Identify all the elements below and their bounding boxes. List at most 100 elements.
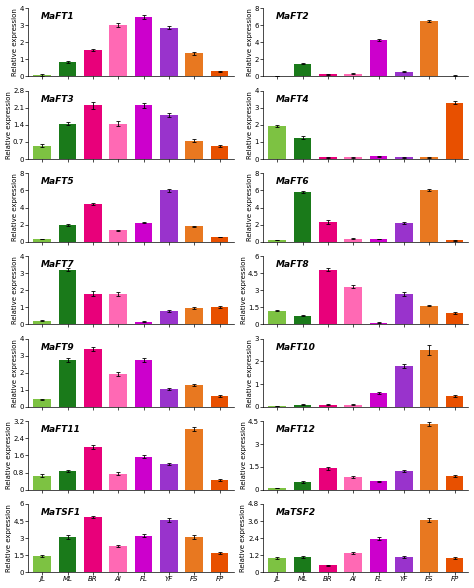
Text: MaFT9: MaFT9 bbox=[41, 343, 74, 352]
Bar bbox=[84, 349, 102, 407]
Bar bbox=[294, 405, 311, 407]
Bar bbox=[135, 360, 153, 407]
Bar bbox=[160, 310, 178, 325]
Text: MaFT4: MaFT4 bbox=[275, 95, 309, 104]
Bar bbox=[135, 456, 153, 490]
Bar bbox=[34, 239, 51, 242]
Text: MaFT10: MaFT10 bbox=[275, 343, 316, 352]
Y-axis label: Relative expression: Relative expression bbox=[12, 173, 18, 242]
Bar bbox=[84, 293, 102, 325]
Text: MaTSF1: MaTSF1 bbox=[41, 508, 81, 517]
Bar bbox=[268, 240, 286, 242]
Bar bbox=[185, 141, 203, 159]
Y-axis label: Relative expression: Relative expression bbox=[6, 504, 12, 572]
Bar bbox=[211, 146, 228, 159]
Y-axis label: Relative expression: Relative expression bbox=[241, 256, 246, 324]
Bar bbox=[34, 75, 51, 76]
Y-axis label: Relative expression: Relative expression bbox=[247, 91, 253, 159]
Bar bbox=[211, 396, 228, 407]
Bar bbox=[420, 306, 438, 325]
Bar bbox=[185, 429, 203, 490]
Bar bbox=[109, 25, 127, 76]
Bar bbox=[395, 366, 413, 407]
Bar bbox=[344, 477, 362, 490]
Bar bbox=[294, 138, 311, 159]
Bar bbox=[211, 308, 228, 325]
Bar bbox=[420, 21, 438, 76]
Bar bbox=[319, 270, 337, 325]
Y-axis label: Relative expression: Relative expression bbox=[247, 173, 253, 242]
Bar bbox=[420, 520, 438, 572]
Bar bbox=[370, 323, 387, 325]
Bar bbox=[211, 71, 228, 76]
Bar bbox=[185, 537, 203, 572]
Bar bbox=[185, 385, 203, 407]
Bar bbox=[370, 481, 387, 490]
Bar bbox=[344, 553, 362, 572]
Bar bbox=[344, 405, 362, 407]
Bar bbox=[370, 539, 387, 572]
Bar bbox=[185, 226, 203, 242]
Bar bbox=[135, 536, 153, 572]
Bar bbox=[319, 158, 337, 159]
Bar bbox=[319, 565, 337, 572]
Bar bbox=[109, 373, 127, 407]
Bar bbox=[319, 222, 337, 242]
Bar bbox=[420, 158, 438, 159]
Bar bbox=[34, 476, 51, 490]
Bar bbox=[294, 192, 311, 242]
Bar bbox=[135, 223, 153, 242]
Bar bbox=[59, 471, 76, 490]
Bar bbox=[109, 293, 127, 325]
Bar bbox=[395, 158, 413, 159]
Bar bbox=[59, 123, 76, 159]
Bar bbox=[34, 399, 51, 407]
Bar bbox=[109, 123, 127, 159]
Bar bbox=[446, 476, 464, 490]
Text: MaFT8: MaFT8 bbox=[275, 260, 309, 269]
Text: MaFT2: MaFT2 bbox=[275, 12, 309, 21]
Bar bbox=[268, 558, 286, 572]
Y-axis label: Relative expression: Relative expression bbox=[6, 422, 11, 489]
Bar bbox=[319, 405, 337, 407]
Bar bbox=[160, 28, 178, 76]
Bar bbox=[34, 556, 51, 572]
Bar bbox=[446, 75, 464, 76]
Bar bbox=[395, 223, 413, 242]
Bar bbox=[420, 425, 438, 490]
Bar bbox=[319, 74, 337, 76]
Bar bbox=[135, 16, 153, 76]
Text: MaFT1: MaFT1 bbox=[41, 12, 74, 21]
Bar bbox=[160, 464, 178, 490]
Bar bbox=[109, 546, 127, 572]
Text: MaFT12: MaFT12 bbox=[275, 425, 316, 435]
Bar bbox=[59, 225, 76, 242]
Bar bbox=[370, 239, 387, 242]
Bar bbox=[344, 74, 362, 76]
Bar bbox=[395, 293, 413, 325]
Bar bbox=[446, 240, 464, 242]
Bar bbox=[395, 472, 413, 490]
Bar bbox=[211, 553, 228, 572]
Bar bbox=[370, 393, 387, 407]
Bar bbox=[84, 204, 102, 242]
Bar bbox=[319, 469, 337, 490]
Y-axis label: Relative expression: Relative expression bbox=[241, 422, 246, 489]
Bar bbox=[344, 158, 362, 159]
Y-axis label: Relative expression: Relative expression bbox=[12, 256, 18, 324]
Text: MaFT6: MaFT6 bbox=[275, 178, 309, 186]
Bar bbox=[294, 557, 311, 572]
Bar bbox=[160, 389, 178, 407]
Text: MaFT11: MaFT11 bbox=[41, 425, 81, 435]
Bar bbox=[268, 310, 286, 325]
Bar bbox=[446, 313, 464, 325]
Bar bbox=[185, 54, 203, 76]
Bar bbox=[34, 321, 51, 325]
Bar bbox=[160, 191, 178, 242]
Bar bbox=[294, 482, 311, 490]
Bar bbox=[109, 230, 127, 242]
Y-axis label: Relative expression: Relative expression bbox=[247, 8, 253, 76]
Bar bbox=[84, 447, 102, 490]
Bar bbox=[59, 270, 76, 325]
Y-axis label: Relative expression: Relative expression bbox=[12, 8, 18, 76]
